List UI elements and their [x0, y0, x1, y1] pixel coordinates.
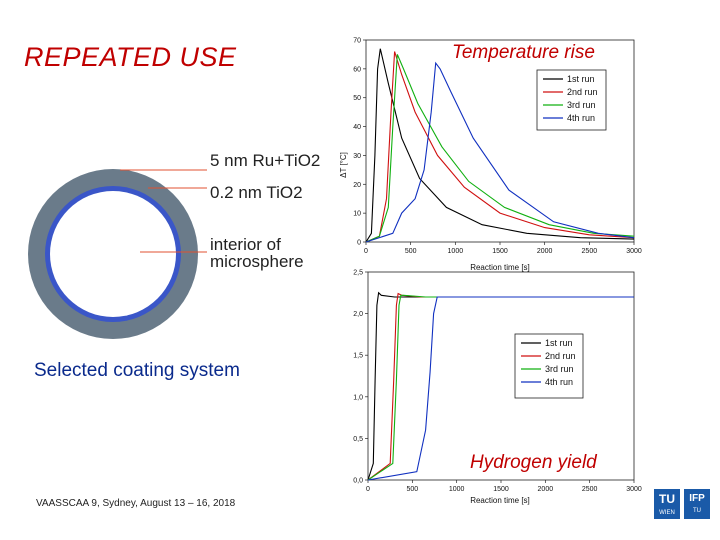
hydrogen-y-tick-label: 1,0 [353, 394, 363, 401]
hydrogen-series-line-3 [367, 294, 634, 481]
temperature-x-axis-label: Reaction time [s] [470, 263, 530, 272]
temperature-legend-entry: 1st run [567, 74, 595, 84]
hydrogen-series-line-1 [367, 291, 634, 481]
wien-logo-text: WIEN [659, 510, 675, 516]
temperature-chart-title: Temperature rise [452, 42, 595, 63]
hydrogen-series-line-4 [367, 296, 634, 481]
hydrogen-y-tick-label: 2,0 [353, 311, 363, 318]
hydrogen-y-tick-label: 0,0 [353, 478, 363, 485]
hydrogen-legend-box [514, 333, 584, 399]
temperature-x-tick-label: 2500 [582, 248, 598, 255]
temperature-x-tick-label: 1000 [448, 248, 464, 255]
ifp-logo-subtext: TU [693, 508, 701, 514]
hydrogen-legend-entry: 3rd run [545, 364, 574, 374]
hydrogen-y-tick-label: 0,5 [353, 436, 363, 443]
hydrogen-y-tick-label: 1,5 [353, 353, 363, 360]
slide-title: REPEATED USE [24, 42, 237, 72]
temperature-series-line-1 [365, 48, 635, 243]
tu-logo-text: TU [659, 492, 675, 506]
hydrogen-legend-entry: 4th run [545, 377, 573, 387]
hydrogen-x-tick-label: 2500 [582, 486, 598, 493]
temperature-y-tick-label: 50 [353, 95, 361, 102]
temperature-y-tick-label: 70 [353, 38, 361, 45]
ifp-logo-text: IFP [689, 493, 705, 504]
temperature-legend-box [536, 69, 607, 131]
temperature-y-tick-label: 30 [353, 153, 361, 160]
temperature-y-tick-label: 0 [357, 240, 361, 247]
temperature-legend-entry: 3rd run [567, 100, 596, 110]
temperature-series-line-4 [365, 61, 635, 243]
hydrogen-plot-frame [367, 271, 635, 481]
hydrogen-y-tick-label: 2,5 [353, 270, 363, 277]
footer: VAASSCAA 9, Sydney, August 13 – 16, 2018 [36, 498, 236, 509]
interior-label-line2: microsphere [210, 252, 304, 271]
temperature-x-tick-label: 500 [405, 248, 417, 255]
temperature-series-line-3 [365, 54, 635, 243]
hydrogen-series-line-2 [367, 292, 634, 481]
hydrogen-x-tick-label: 1000 [449, 486, 465, 493]
hydrogen-chart-title: Hydrogen yield [470, 452, 597, 473]
temperature-y-axis-label: ΔT [°C] [339, 152, 348, 178]
hydrogen-x-tick-label: 500 [406, 486, 418, 493]
coating-caption: Selected coating system [34, 360, 240, 381]
hydrogen-x-tick-label: 3000 [626, 486, 642, 493]
hydrogen-x-tick-label: 0 [366, 486, 370, 493]
temperature-legend-entry: 2nd run [567, 87, 598, 97]
temperature-y-tick-label: 60 [353, 66, 361, 73]
ifp-logo: IFP TU [684, 489, 710, 519]
hydrogen-x-tick-label: 1500 [493, 486, 509, 493]
hydrogen-legend-entry: 1st run [545, 338, 573, 348]
temperature-y-tick-label: 20 [353, 182, 361, 189]
tu-wien-logo: TU WIEN [654, 489, 680, 519]
outer-layer-label: 5 nm Ru+TiO2 [210, 151, 321, 170]
hydrogen-x-axis-label: Reaction time [s] [470, 496, 530, 505]
temperature-x-tick-label: 0 [364, 248, 368, 255]
temperature-x-tick-label: 1500 [492, 248, 508, 255]
hydrogen-x-tick-label: 2000 [538, 486, 554, 493]
temperature-y-tick-label: 40 [353, 124, 361, 131]
hydrogen-legend-entry: 2nd run [545, 351, 576, 361]
temperature-legend-entry: 4th run [567, 113, 595, 123]
temperature-x-tick-label: 3000 [626, 248, 642, 255]
temperature-series-line-2 [365, 51, 635, 243]
temperature-y-tick-label: 10 [353, 211, 361, 218]
interior-label-line1: interior of [210, 235, 281, 254]
middle-layer-label: 0.2 nm TiO2 [210, 183, 303, 202]
temperature-x-tick-label: 2000 [537, 248, 553, 255]
